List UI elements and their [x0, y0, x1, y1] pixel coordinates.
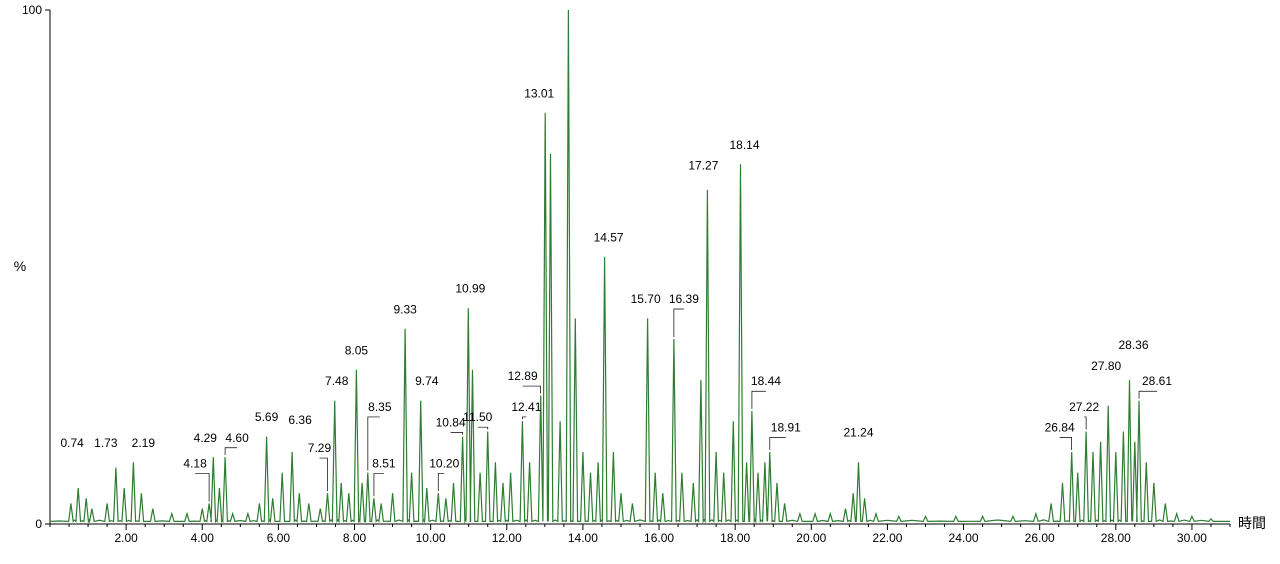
peak-label: 13.01	[524, 86, 554, 100]
peak-label: 7.48	[325, 374, 349, 388]
peak-label: 0.74	[60, 436, 84, 450]
peak-label: 4.29	[194, 431, 218, 445]
x-tick-label: 2.00	[114, 531, 138, 545]
y-tick-label: 100	[22, 3, 42, 17]
peak-label: 28.61	[1142, 374, 1172, 388]
peak-label: 8.35	[368, 400, 392, 414]
peak-label: 15.70	[631, 292, 661, 306]
peak-label: 18.44	[751, 374, 781, 388]
x-tick-label: 10.00	[416, 531, 446, 545]
peak-label: 12.89	[508, 369, 538, 383]
peak-label: 6.36	[288, 413, 312, 427]
peak-label: 16.39	[669, 292, 699, 306]
peak-label: 11.50	[463, 410, 492, 424]
peak-label: 14.57	[594, 230, 624, 244]
peak-label: 7.29	[308, 441, 332, 455]
peak-label: 9.33	[393, 302, 417, 316]
x-tick-label: 4.00	[191, 531, 215, 545]
peak-label: 18.14	[729, 138, 759, 152]
peak-label: 10.84	[436, 415, 466, 429]
y-axis-label: %	[14, 258, 26, 274]
peak-label: 4.60	[225, 431, 249, 445]
x-tick-label: 6.00	[267, 531, 291, 545]
peak-label: 10.99	[455, 282, 485, 296]
peak-label: 17.27	[688, 158, 718, 172]
peak-label: 26.84	[1045, 420, 1075, 434]
peak-label: 9.74	[415, 374, 439, 388]
x-tick-label: 18.00	[720, 531, 750, 545]
peak-label: 4.18	[183, 456, 207, 470]
peak-label: 18.91	[771, 420, 801, 434]
x-tick-label: 8.00	[343, 531, 367, 545]
peak-label: 12.41	[511, 400, 541, 414]
peak-label: 8.51	[372, 456, 396, 470]
peak-label: 21.24	[843, 426, 873, 440]
x-tick-label: 30.00	[1177, 531, 1207, 545]
peak-label: 2.19	[132, 436, 156, 450]
y-tick-label: 0	[35, 517, 42, 531]
chart-background	[0, 0, 1280, 564]
peak-label: 10.20	[429, 456, 459, 470]
x-tick-label: 22.00	[872, 531, 902, 545]
peak-label: 27.80	[1091, 359, 1121, 373]
x-tick-label: 14.00	[568, 531, 598, 545]
x-tick-label: 26.00	[1025, 531, 1055, 545]
chromatogram-chart: 0 100% 2.00 4.00 6.00 8.00 10.00 12.00 14.00 16.0…	[0, 0, 1280, 564]
x-tick-label: 24.00	[949, 531, 979, 545]
x-tick-label: 20.00	[796, 531, 826, 545]
peak-label: 1.73	[94, 436, 118, 450]
peak-label: 5.69	[255, 410, 279, 424]
peak-label: 8.05	[345, 343, 369, 357]
peak-label: 28.36	[1118, 338, 1148, 352]
chart-svg: 0 100% 2.00 4.00 6.00 8.00 10.00 12.00 14.00 16.0…	[0, 0, 1280, 564]
x-tick-label: 12.00	[492, 531, 522, 545]
x-tick-label: 16.00	[644, 531, 674, 545]
x-axis-label: 時間	[1238, 515, 1266, 531]
peak-label: 27.22	[1069, 400, 1099, 414]
x-tick-label: 28.00	[1101, 531, 1131, 545]
